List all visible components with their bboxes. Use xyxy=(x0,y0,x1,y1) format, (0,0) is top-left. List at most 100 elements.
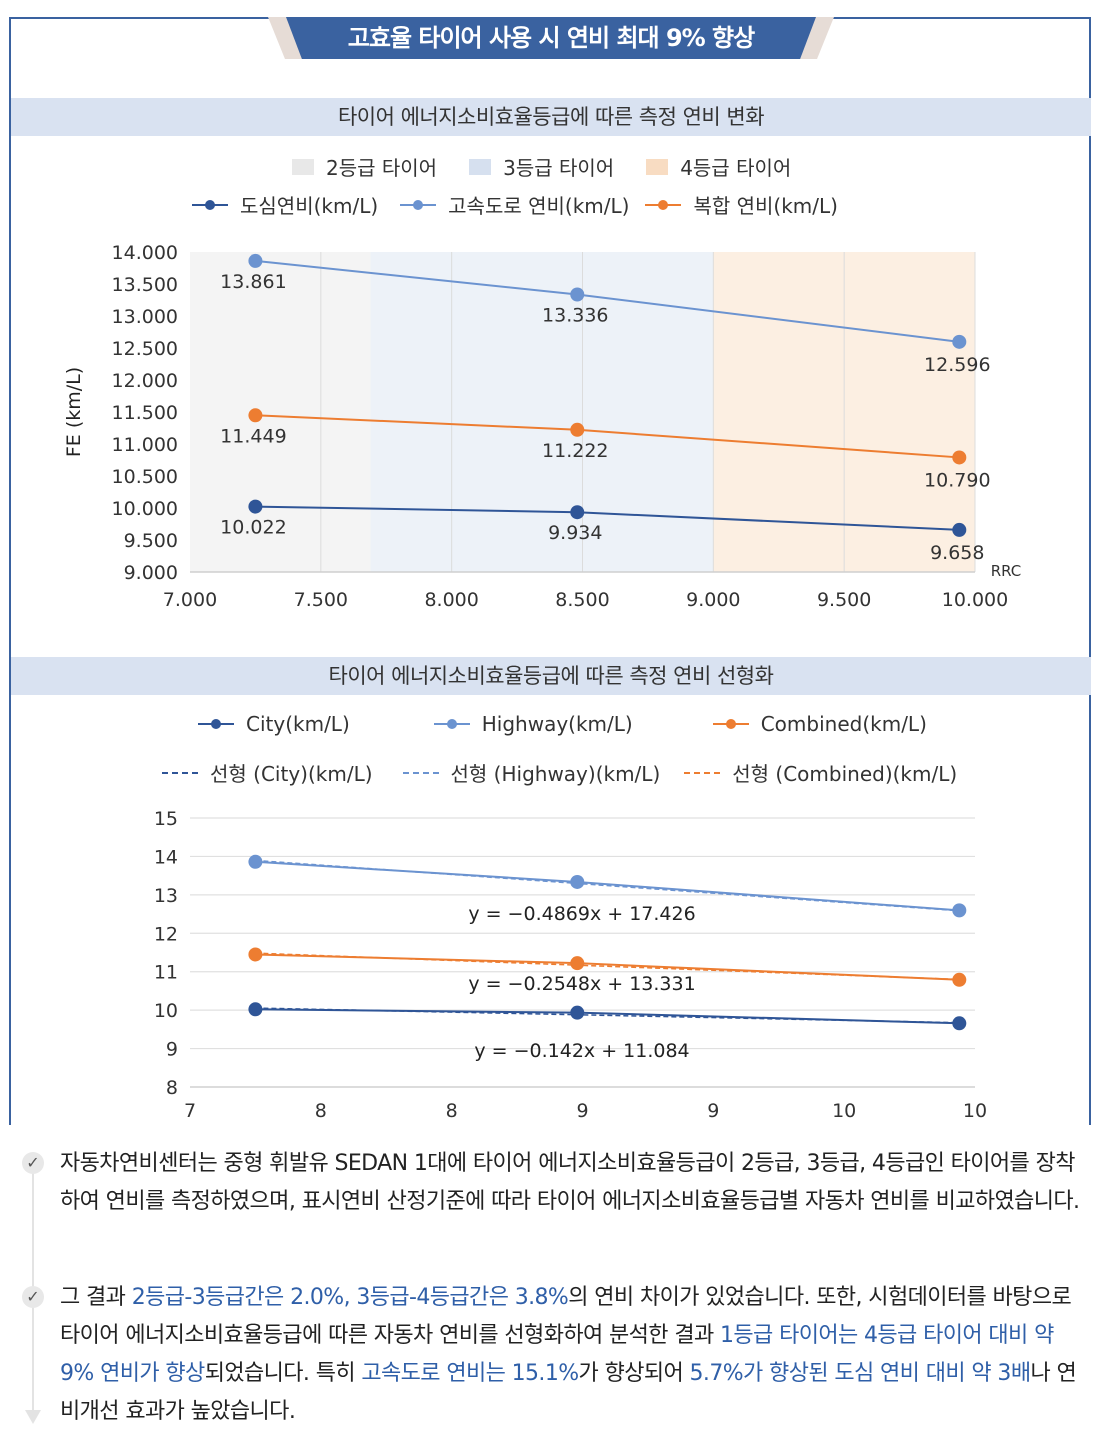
data-point-city xyxy=(952,1016,967,1031)
check-icon: ✓ xyxy=(22,1286,44,1308)
y-axis-label: FE (km/L) xyxy=(63,367,85,457)
data-point-highway xyxy=(248,854,263,869)
legend-label-city: City(km/L) xyxy=(246,712,350,736)
highlighted-text: 2등급-3등급간은 2.0%, 3등급-4등급간은 3.8% xyxy=(131,1285,569,1310)
data-point-combined xyxy=(952,450,967,465)
data-point-city xyxy=(570,505,585,520)
y-tick-label: 8 xyxy=(166,1077,178,1099)
chart1-plot: 7.000 7.500 8.000 8.500 9.000 9.500 10.000 9.00… xyxy=(63,242,1021,611)
chart2-series-legend: City(km/L) Highway(km/L) Combined(km/L) xyxy=(198,712,927,736)
data-point-city xyxy=(952,522,967,537)
data-point-highway xyxy=(570,287,585,302)
chart2-title: 타이어 에너지소비효율등급에 따른 측정 연비 선형화 xyxy=(11,657,1091,695)
data-point-highway xyxy=(952,334,967,349)
legend-marker-highway xyxy=(433,719,470,729)
data-point-combined xyxy=(248,408,263,423)
x-tick-label: 9.000 xyxy=(686,589,740,611)
trend-equation-city: y = −0.142x + 11.084 xyxy=(474,1040,689,1062)
y-tick-label: 10.000 xyxy=(112,498,178,520)
y-tick-label: 12.500 xyxy=(112,338,178,360)
data-label-combined: 10.790 xyxy=(924,469,990,491)
x-tick-label: 7.000 xyxy=(163,589,217,611)
trend-equation-combined: y = −0.2548x + 13.331 xyxy=(468,973,695,995)
legend-marker-combined xyxy=(712,719,749,729)
data-label-highway: 13.861 xyxy=(220,271,286,293)
arrow-down-icon xyxy=(25,1410,41,1424)
data-point-highway xyxy=(952,903,967,918)
highlighted-text: 1등급 타이어는 4등급 타이어 대비 약 9% 연비가 향상 xyxy=(60,1323,1054,1386)
data-point-combined xyxy=(570,956,585,971)
legend-label-highway: Highway(km/L) xyxy=(481,712,633,736)
data-label-city: 9.658 xyxy=(930,542,984,564)
legend-label-trend-city: 선형 (City)(km/L) xyxy=(210,762,373,786)
note-text: 되었습니다. 특히 xyxy=(204,1361,362,1386)
x-tick-label: 10.000 xyxy=(942,589,1008,611)
data-point-highway xyxy=(570,874,585,889)
note-text: 의 연비 차이가 있었습니다. 또한, 시험데이터를 바탕으로 타이어 에너지소… xyxy=(60,1285,1072,1348)
note-text: 가 향상되어 xyxy=(578,1361,690,1386)
legend-marker-trend-city xyxy=(162,768,198,778)
x-tick-label: 10 xyxy=(963,1100,987,1122)
legend-marker-city xyxy=(192,199,228,210)
data-label-city: 9.934 xyxy=(548,522,602,544)
legend-marker-trend-highway xyxy=(402,768,439,778)
y-tick-label: 13.500 xyxy=(112,274,178,296)
y-tick-label: 11 xyxy=(154,962,178,984)
legend-label-grade4: 4등급 타이어 xyxy=(680,156,792,180)
data-label-combined: 11.449 xyxy=(220,425,286,447)
chart1-series-legend: 도심연비(km/L) 고속도로 연비(km/L) 복합 연비(km/L) xyxy=(192,190,838,219)
legend-label-highway: 고속도로 연비(km/L) xyxy=(448,194,630,218)
data-point-combined xyxy=(248,947,263,962)
legend-marker-combined xyxy=(645,199,682,210)
legend-marker-city xyxy=(198,719,234,729)
x-tick-label: 10 xyxy=(832,1100,856,1122)
chart1-band-legend: 2등급 타이어 3등급 타이어 4등급 타이어 xyxy=(292,152,791,181)
data-label-highway: 12.596 xyxy=(924,354,990,376)
highlighted-text: 5.7%가 향상된 도심 연비 대비 약 3배 xyxy=(689,1361,1032,1386)
trend-equation-highway: y = −0.4869x + 17.426 xyxy=(468,903,695,925)
y-tick-label: 10.500 xyxy=(112,466,178,488)
x-tick-label: 8.000 xyxy=(424,589,478,611)
legend-label-trend-combined: 선형 (Combined)(km/L) xyxy=(732,762,958,786)
legend-label-grade3: 3등급 타이어 xyxy=(503,156,615,180)
legend-label-combined: Combined(km/L) xyxy=(760,712,927,736)
legend-label-combined: 복합 연비(km/L) xyxy=(693,194,838,218)
legend-swatch-grade4 xyxy=(646,158,669,175)
data-point-city xyxy=(570,1005,585,1020)
series-line-city xyxy=(255,1008,960,1025)
legend-label-trend-highway: 선형 (Highway)(km/L) xyxy=(450,762,661,786)
note-paragraph-1: 자동차연비센터는 중형 휘발유 SEDAN 1대에 타이어 에너지소비효율등급이… xyxy=(60,1151,1080,1214)
y-tick-label: 12.000 xyxy=(112,370,178,392)
y-tick-label: 9.000 xyxy=(124,562,178,584)
data-point-highway xyxy=(248,253,263,268)
chart1-title: 타이어 에너지소비효율등급에 따른 측정 연비 변화 xyxy=(11,98,1091,136)
chart2-trend-legend: 선형 (City)(km/L) 선형 (Highway)(km/L) 선형 (C… xyxy=(162,758,957,787)
legend-label-grade2: 2등급 타이어 xyxy=(326,156,438,180)
data-label-combined: 11.222 xyxy=(542,440,608,462)
legend-swatch-grade3 xyxy=(469,158,492,175)
legend-marker-trend-combined xyxy=(684,768,721,778)
highlighted-text: 고속도로 연비는 15.1% xyxy=(361,1361,579,1386)
x-tick-label: 8 xyxy=(315,1100,327,1122)
y-tick-label: 14 xyxy=(154,846,178,868)
data-point-combined xyxy=(952,972,967,987)
legend-swatch-grade2 xyxy=(292,158,314,175)
data-label-highway: 13.336 xyxy=(542,304,608,326)
y-tick-label: 10 xyxy=(154,1000,178,1022)
x-tick-label: 8 xyxy=(446,1100,458,1122)
x-tick-label: 8.500 xyxy=(555,589,609,611)
note-paragraph-2: 그 결과 2등급-3등급간은 2.0%, 3등급-4등급간은 3.8%의 연비 … xyxy=(60,1279,1090,1431)
y-tick-label: 15 xyxy=(154,808,178,830)
legend-marker-highway xyxy=(400,199,437,210)
x-tick-label: 7 xyxy=(184,1100,196,1122)
y-tick-label: 13 xyxy=(154,885,178,907)
y-tick-label: 12 xyxy=(154,923,178,945)
x-tick-label: 9 xyxy=(576,1100,588,1122)
page-title: 고효율 타이어 사용 시 연비 최대 9% 향상 xyxy=(286,17,816,59)
x-tick-label: 9.500 xyxy=(817,589,871,611)
title-banner: 고효율 타이어 사용 시 연비 최대 9% 향상 xyxy=(268,17,834,59)
data-point-combined xyxy=(570,422,585,437)
y-tick-label: 11.000 xyxy=(112,434,178,456)
